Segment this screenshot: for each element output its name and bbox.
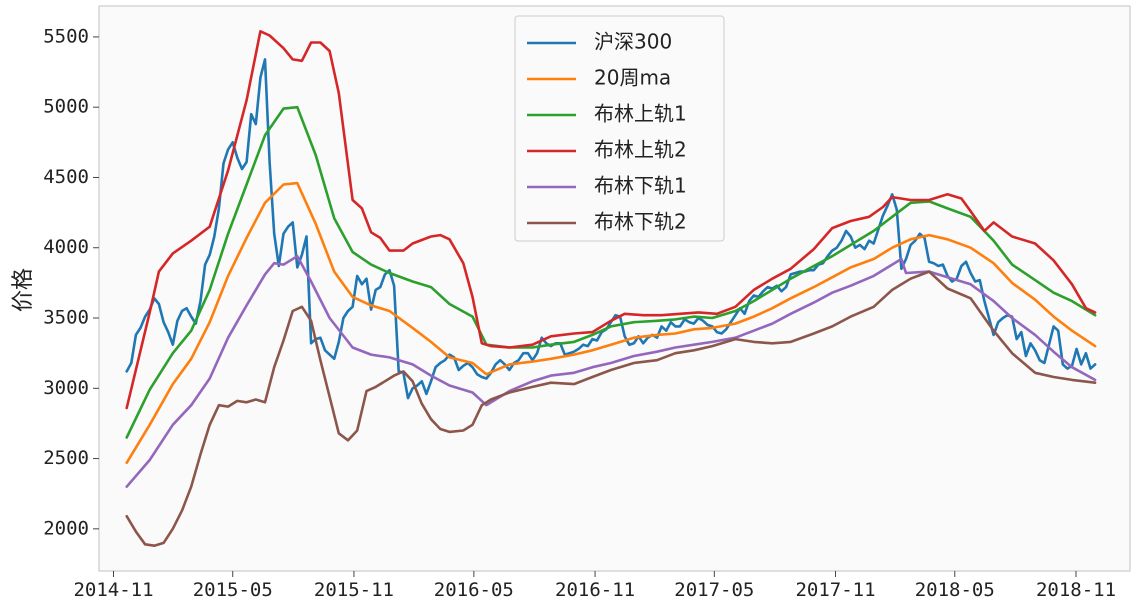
series-layer (125, 30, 1097, 547)
y-axis-label: 价格 (11, 268, 36, 312)
x-tick-label: 2017-11 (795, 579, 875, 601)
y-tick-label: 4500 (43, 166, 89, 188)
y-tick-label: 5000 (43, 96, 89, 118)
y-tick-label: 2500 (43, 447, 89, 469)
y-tick-label: 2000 (43, 517, 89, 539)
legend-label-6: 布林下轨2 (594, 210, 687, 234)
legend-box (514, 15, 725, 242)
y-tick-label: 4000 (43, 236, 89, 258)
y-axis: 2000 2500 3000 3500 4000 4500 5000 5500 (43, 25, 99, 539)
legend-label-3: 布林上轨1 (594, 102, 687, 126)
series-line-3 (125, 105, 1097, 439)
legend: 沪深300 20周ma 布林上轨1 布林上轨2 布林下轨1 布林下轨2 (514, 15, 725, 242)
legend-label-1: 沪深300 (594, 30, 672, 54)
legend-label-5: 布林下轨1 (594, 174, 687, 198)
y-tick-label: 5500 (43, 25, 89, 47)
y-tick-label: 3500 (43, 307, 89, 329)
x-tick-label: 2015-05 (193, 579, 273, 601)
series-line-5 (125, 254, 1097, 488)
series-line-4 (125, 30, 1097, 410)
x-tick-label: 2016-05 (434, 579, 514, 601)
x-tick-label: 2016-11 (555, 579, 635, 601)
y-tick-label: 3000 (43, 377, 89, 399)
series-line-6 (125, 270, 1097, 547)
x-axis: 2014-11 2015-05 2015-11 2016-05 2016-11 2017-… (73, 571, 1116, 601)
x-tick-label: 2018-05 (915, 579, 995, 601)
series-line-2 (125, 181, 1097, 465)
legend-label-2: 20周ma (594, 66, 671, 90)
x-tick-label: 2018-11 (1036, 579, 1116, 601)
x-tick-label: 2014-11 (73, 579, 153, 601)
legend-label-4: 布林上轨2 (594, 138, 687, 162)
x-tick-label: 2017-05 (674, 579, 754, 601)
x-tick-label: 2015-11 (314, 579, 394, 601)
